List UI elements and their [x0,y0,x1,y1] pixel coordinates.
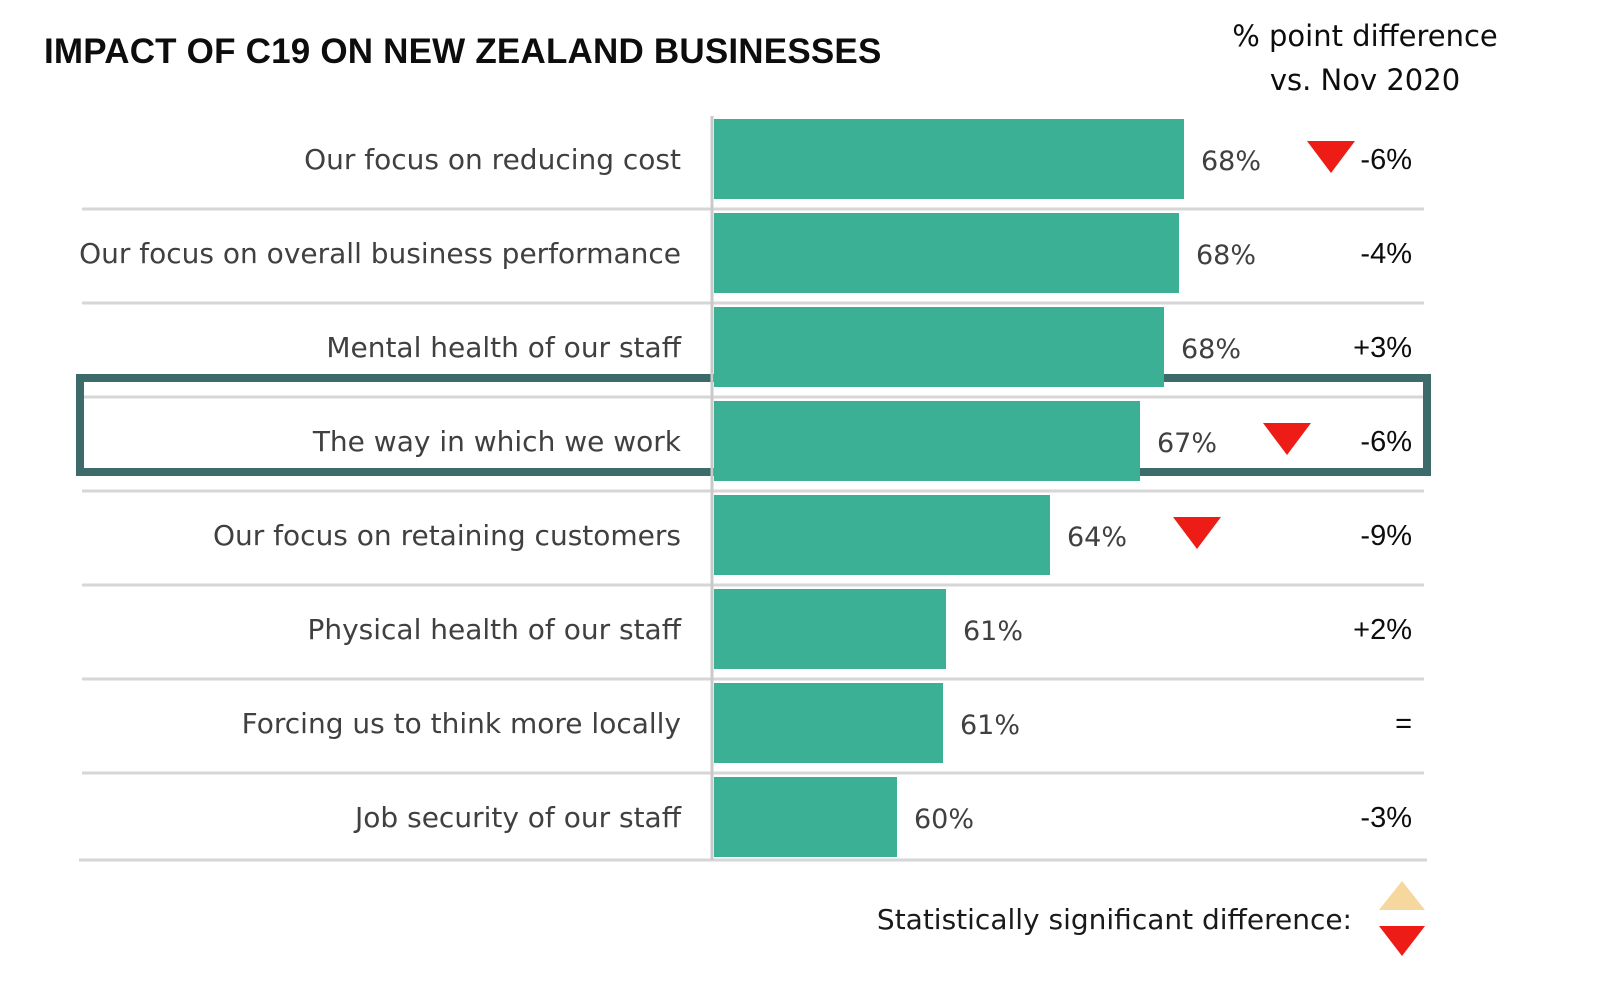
chart-title: IMPACT OF C19 ON NEW ZEALAND BUSINESSES [44,32,882,71]
significance-down-marker [1173,517,1221,549]
category-label: Physical health of our staff [307,613,681,646]
bar [714,777,897,857]
significance-down-marker [1263,423,1311,455]
category-label: The way in which we work [312,425,682,458]
category-label: Our focus on retaining customers [213,519,681,552]
value-label: 67% [1157,428,1217,459]
difference-header-line2: vs. Nov 2020 [1269,63,1461,97]
category-label: Forcing us to think more locally [242,707,681,740]
value-label: 61% [960,710,1020,741]
legend-label: Statistically significant difference: [876,903,1352,936]
bar [714,683,943,763]
difference-label: -6% [1360,144,1412,176]
difference-label: -9% [1360,520,1412,552]
value-label: 68% [1196,240,1256,271]
value-label: 68% [1201,146,1261,177]
difference-label: = [1395,708,1412,740]
bar [714,307,1164,387]
bar [714,401,1140,481]
category-label: Mental health of our staff [326,331,681,364]
value-label: 60% [914,804,974,835]
difference-label: -3% [1360,802,1412,834]
difference-header: % point difference vs. Nov 2020 [1200,14,1530,102]
difference-header-line1: % point difference [1232,19,1498,53]
difference-label: +3% [1353,332,1412,364]
difference-label: +2% [1353,614,1412,646]
category-label: Our focus on overall business performanc… [79,237,681,270]
category-label: Job security of our staff [353,801,682,834]
legend-down-marker [1379,926,1425,956]
value-label: 61% [963,616,1023,647]
bar [714,119,1184,199]
value-label: 68% [1181,334,1241,365]
difference-label: -6% [1360,426,1412,458]
bar [714,495,1050,575]
difference-label: -4% [1360,238,1412,270]
category-label: Our focus on reducing cost [304,143,681,176]
value-label: 64% [1067,522,1127,553]
significance-down-marker [1307,141,1355,173]
legend-up-marker [1379,881,1425,910]
bar [714,589,946,669]
bar [714,213,1179,293]
